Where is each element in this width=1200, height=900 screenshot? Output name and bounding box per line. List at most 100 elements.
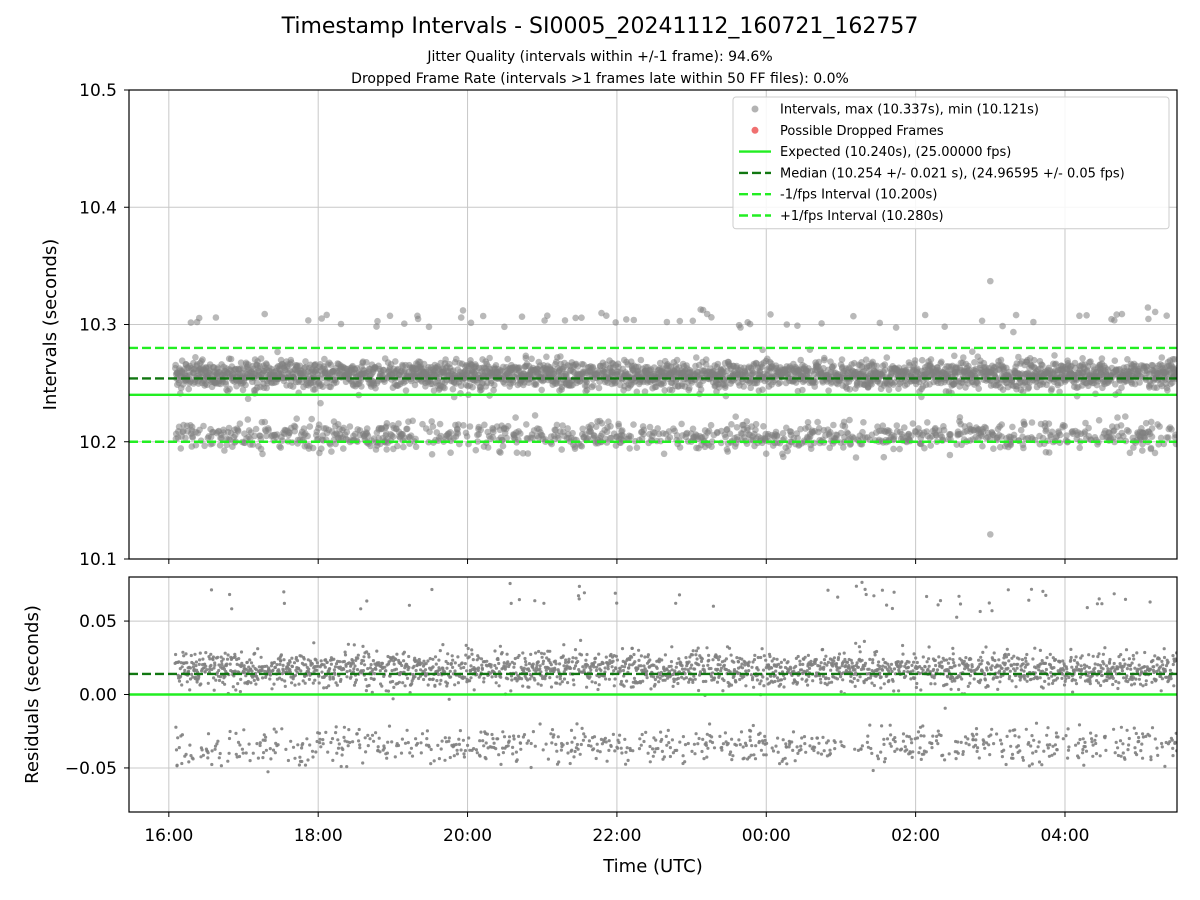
data-point	[607, 748, 611, 753]
data-point	[575, 742, 580, 747]
data-point	[257, 445, 265, 453]
data-point	[584, 434, 591, 442]
legend-label: Expected (10.240s), (25.00000 fps)	[780, 145, 1011, 160]
data-point	[550, 728, 555, 732]
data-point	[454, 742, 458, 747]
data-point	[524, 663, 528, 667]
data-point	[940, 426, 948, 434]
data-point	[367, 442, 374, 450]
data-point	[997, 356, 1005, 364]
data-point	[589, 668, 593, 672]
data-point	[412, 664, 416, 669]
data-point	[182, 654, 186, 658]
data-point	[708, 314, 715, 321]
data-point	[256, 677, 260, 682]
data-point	[583, 735, 587, 739]
data-point	[570, 748, 574, 752]
data-point	[927, 356, 935, 363]
data-point	[513, 449, 521, 457]
data-point	[472, 446, 480, 454]
data-point	[573, 648, 578, 652]
data-point	[927, 442, 934, 449]
data-point	[726, 430, 734, 438]
data-point	[223, 682, 227, 686]
data-point	[571, 445, 579, 453]
data-point	[304, 663, 308, 667]
data-point	[208, 657, 212, 661]
data-point	[199, 682, 203, 686]
data-point	[759, 386, 766, 394]
data-point	[564, 425, 571, 432]
data-point	[1145, 315, 1152, 323]
data-point	[415, 659, 419, 663]
data-point	[261, 418, 269, 426]
data-point	[264, 748, 268, 752]
data-point	[1045, 420, 1053, 428]
data-point	[342, 667, 346, 671]
data-point	[273, 665, 277, 670]
data-point	[531, 730, 536, 734]
data-point	[365, 599, 369, 603]
data-point	[398, 661, 403, 665]
data-point	[587, 739, 592, 743]
data-point	[187, 760, 191, 764]
data-point	[860, 419, 867, 426]
data-point	[1118, 384, 1125, 392]
data-point	[274, 348, 281, 356]
data-point	[356, 653, 360, 657]
data-point	[317, 399, 324, 407]
data-point	[550, 741, 554, 745]
data-point	[1156, 423, 1163, 430]
data-point	[996, 443, 1004, 451]
data-point	[237, 657, 241, 661]
data-point	[355, 732, 359, 736]
data-point	[405, 728, 409, 732]
data-point	[978, 317, 986, 325]
data-point	[382, 746, 386, 750]
data-point	[361, 659, 366, 663]
x-tick-label: 20:00	[443, 826, 492, 846]
data-point	[343, 653, 348, 657]
data-point	[1010, 328, 1017, 336]
data-point	[177, 660, 181, 664]
data-point	[315, 421, 323, 429]
data-point	[300, 759, 304, 764]
data-point	[263, 669, 267, 674]
data-point	[797, 425, 804, 433]
data-point	[384, 669, 388, 673]
data-point	[477, 426, 485, 434]
data-point	[174, 748, 179, 752]
data-point	[391, 697, 395, 701]
data-point	[371, 668, 375, 672]
data-point	[562, 677, 567, 681]
data-point	[447, 697, 451, 701]
data-point	[549, 663, 553, 667]
data-point	[383, 446, 391, 453]
data-point	[346, 744, 350, 748]
data-point	[673, 432, 681, 439]
data-point	[510, 678, 514, 682]
data-point	[218, 675, 223, 679]
data-point	[255, 742, 259, 746]
data-point	[305, 737, 309, 741]
data-point	[612, 319, 619, 326]
data-point	[547, 658, 551, 662]
data-point	[493, 649, 497, 653]
data-point	[297, 667, 301, 671]
data-point	[1172, 365, 1177, 372]
data-point	[328, 677, 332, 681]
data-point	[212, 676, 216, 680]
data-point	[467, 736, 471, 740]
data-point	[235, 662, 239, 667]
data-point	[565, 741, 569, 746]
data-point	[329, 740, 333, 745]
y-tick-label: 10.5	[79, 81, 117, 101]
data-point	[374, 667, 378, 671]
data-point	[370, 733, 375, 737]
data-point	[554, 742, 558, 747]
data-point	[339, 677, 343, 682]
data-point	[489, 434, 497, 441]
data-point	[501, 323, 508, 331]
data-point	[890, 445, 897, 453]
data-point	[494, 666, 498, 670]
